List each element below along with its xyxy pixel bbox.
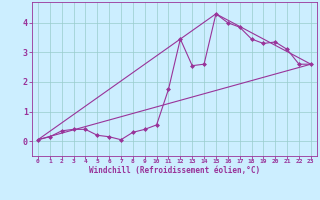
X-axis label: Windchill (Refroidissement éolien,°C): Windchill (Refroidissement éolien,°C) [89, 166, 260, 175]
